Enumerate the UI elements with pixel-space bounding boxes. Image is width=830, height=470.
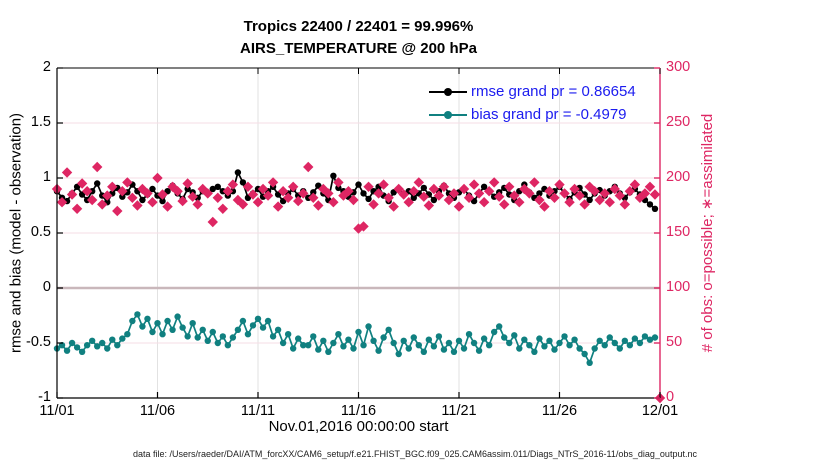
- y-left-tick-label: 0.5: [30, 224, 51, 240]
- chart-title: Tropics 22400 / 22401 = 99.996%: [243, 18, 474, 35]
- chart-subtitle: AIRS_TEMPERATURE @ 200 hPa: [240, 40, 477, 57]
- y-left-tick-label: -0.5: [26, 334, 51, 350]
- y-left-tick-label: -1: [38, 389, 51, 405]
- x-tick-label: 11/06: [139, 403, 176, 419]
- y-right-tick-label: 50: [666, 334, 683, 350]
- y-left-tick-label: 2: [42, 59, 51, 75]
- y-right-tick-label: 0: [666, 389, 675, 405]
- y-left-tick-label: 0: [42, 279, 51, 295]
- y-right-tick-label: 150: [666, 224, 691, 240]
- x-tick-label: 11/01: [39, 403, 75, 419]
- y-left-tick-label: 1.5: [30, 114, 51, 130]
- legend: rmse grand pr = 0.86654 bias grand pr = …: [428, 80, 636, 126]
- legend-label-bias: bias grand pr = -0.4979: [471, 106, 627, 123]
- legend-item-rmse: rmse grand pr = 0.86654: [428, 80, 636, 103]
- legend-item-bias: bias grand pr = -0.4979: [428, 103, 636, 126]
- x-tick-label: 12/01: [641, 403, 679, 419]
- legend-swatch-bias-icon: [429, 110, 467, 119]
- y-right-tick-label: 200: [666, 169, 691, 185]
- y-right-tick-label: 300: [666, 59, 691, 75]
- x-tick-label: 11/16: [340, 403, 377, 419]
- x-tick-label: 11/11: [240, 403, 276, 419]
- y-right-tick-label: 100: [666, 279, 691, 295]
- data-file-path: data file: /Users/raeder/DAI/ATM_forcXX/…: [133, 449, 697, 459]
- chart-title-block: Tropics 22400 / 22401 = 99.996% AIRS_TEM…: [57, 16, 660, 60]
- y-right-tick-label: 250: [666, 114, 691, 130]
- y-left-tick-label: 1: [42, 169, 51, 185]
- x-axis-label: Nov.01,2016 00:00:00 start: [268, 418, 449, 435]
- legend-swatch-rmse-icon: [429, 87, 467, 96]
- x-tick-label: 11/21: [441, 403, 477, 419]
- legend-label-rmse: rmse grand pr = 0.86654: [471, 83, 636, 100]
- x-tick-label: 11/26: [541, 403, 578, 419]
